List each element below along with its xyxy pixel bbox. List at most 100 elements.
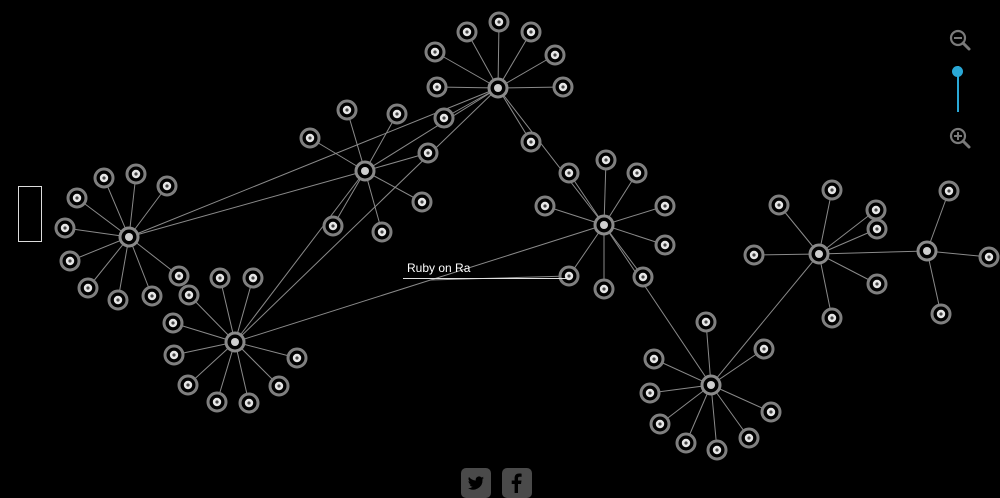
graph-node-A-3[interactable]	[156, 175, 178, 197]
zoom-slider-track[interactable]	[957, 66, 959, 112]
facebook-share-button[interactable]	[502, 468, 532, 498]
graph-node-A-2[interactable]	[125, 163, 147, 185]
graph-node-G-1[interactable]	[821, 179, 843, 201]
leaf-edge-H-2	[926, 250, 942, 315]
graph-node-E-8[interactable]	[268, 375, 290, 397]
graph-node-G-6[interactable]	[821, 307, 843, 329]
graph-node-F-4[interactable]	[649, 413, 671, 435]
graph-node-A-7[interactable]	[107, 289, 129, 311]
graph-node-F-5[interactable]	[675, 432, 697, 454]
graph-node-H-2[interactable]	[930, 303, 952, 325]
leaf-edge-A-7	[117, 236, 130, 301]
graph-node-A-0[interactable]	[66, 187, 88, 209]
graph-node-F-7[interactable]	[738, 427, 760, 449]
graph-node-D-1[interactable]	[595, 149, 617, 171]
graph-node-B-3[interactable]	[417, 142, 439, 164]
graph-node-A-4[interactable]	[54, 217, 76, 239]
graph-node-F-2[interactable]	[643, 348, 665, 370]
graph-node-F-0[interactable]	[695, 311, 717, 333]
graph-node-E-7[interactable]	[238, 392, 260, 414]
graph-node-D-0[interactable]	[558, 162, 580, 184]
graph-hub-node-B[interactable]	[354, 160, 376, 182]
graph-node-E-0[interactable]	[178, 284, 200, 306]
leaf-edge-A-4	[64, 227, 130, 238]
graph-node-D-3[interactable]	[654, 195, 676, 217]
leaf-edge-C-5	[497, 86, 564, 89]
graph-node-C-8[interactable]	[520, 131, 542, 153]
zoom-in-icon[interactable]	[948, 126, 972, 150]
graph-node-C-3[interactable]	[520, 21, 542, 43]
graph-node-C-5[interactable]	[552, 76, 574, 98]
graph-node-G-4[interactable]	[743, 244, 765, 266]
graph-hub-node-F[interactable]	[700, 374, 722, 396]
graph-node-E-9[interactable]	[286, 347, 308, 369]
graph-node-D-5[interactable]	[632, 266, 654, 288]
graph-node-A-6[interactable]	[77, 277, 99, 299]
leaf-edge-A-3	[128, 185, 168, 238]
leaf-edge-A-8	[128, 236, 153, 297]
graph-node-C-1[interactable]	[456, 21, 478, 43]
zoom-slider-handle[interactable]	[952, 66, 963, 77]
leaf-edge-A-1	[103, 177, 130, 238]
graph-node-F-1[interactable]	[753, 338, 775, 360]
graph-node-D-2[interactable]	[626, 162, 648, 184]
leaf-edge-E-1	[219, 277, 236, 343]
graph-node-F-8[interactable]	[760, 401, 782, 423]
graph-node-A-8[interactable]	[141, 285, 163, 307]
leaf-edge-F-0	[705, 321, 712, 386]
leaf-edge-G-2	[818, 209, 877, 255]
graph-node-F-3[interactable]	[639, 382, 661, 404]
zoom-out-icon[interactable]	[948, 28, 972, 52]
leaf-edge-G-3	[818, 228, 878, 255]
leaf-edge-G-1	[818, 189, 833, 255]
graph-node-D-8[interactable]	[534, 195, 556, 217]
graph-node-C-7[interactable]	[433, 107, 455, 129]
graph-node-C-2[interactable]	[488, 11, 510, 33]
graph-hub-node-C[interactable]	[487, 77, 509, 99]
hub-edge-D-E	[234, 224, 605, 343]
graph-node-C-6[interactable]	[426, 76, 448, 98]
graph-node-B-6[interactable]	[322, 215, 344, 237]
leaf-edge-B-4	[364, 170, 423, 203]
graph-hub-node-H[interactable]	[916, 240, 938, 262]
graph-hub-node-D[interactable]	[593, 214, 615, 236]
leaf-edge-E-5	[187, 341, 236, 386]
leaf-edge-B-6	[332, 170, 366, 227]
graph-node-B-1[interactable]	[336, 99, 358, 121]
graph-node-E-2[interactable]	[242, 267, 264, 289]
hub-edge-D-F	[603, 224, 712, 386]
graph-node-C-4[interactable]	[544, 44, 566, 66]
graph-node-H-0[interactable]	[938, 180, 960, 202]
graph-node-C-0[interactable]	[424, 41, 446, 63]
graph-node-F-6[interactable]	[706, 439, 728, 461]
graph-node-G-5[interactable]	[866, 273, 888, 295]
graph-node-G-3[interactable]	[866, 218, 888, 240]
graph-node-A-5[interactable]	[59, 250, 81, 272]
graph-node-G-0[interactable]	[768, 194, 790, 216]
graph-node-D-6[interactable]	[593, 278, 615, 300]
graph-node-B-5[interactable]	[371, 221, 393, 243]
graph-hub-node-A[interactable]	[118, 226, 140, 248]
zoom-control[interactable]	[942, 28, 978, 158]
leaf-edge-E-0	[188, 294, 236, 343]
graph-node-B-0[interactable]	[299, 127, 321, 149]
graph-hub-node-G[interactable]	[808, 243, 830, 265]
graph-node-E-1[interactable]	[209, 267, 231, 289]
twitter-share-button[interactable]	[461, 468, 491, 498]
graph-hub-node-E[interactable]	[224, 331, 246, 353]
graph-node-B-4[interactable]	[411, 191, 433, 213]
graph-node-E-6[interactable]	[206, 391, 228, 413]
leaf-edge-F-1	[710, 348, 765, 386]
graph-node-A-1[interactable]	[93, 167, 115, 189]
graph-node-G-2[interactable]	[865, 199, 887, 221]
graph-node-H-1[interactable]	[978, 246, 1000, 268]
graph-node-B-2[interactable]	[386, 103, 408, 125]
graph-node-E-3[interactable]	[162, 312, 184, 334]
graph-node-D-4[interactable]	[654, 234, 676, 256]
graph-node-E-4[interactable]	[163, 344, 185, 366]
graph-node-A-9[interactable]	[168, 265, 190, 287]
side-panel-toggle[interactable]	[18, 186, 42, 242]
graph-node-E-5[interactable]	[177, 374, 199, 396]
leaf-edge-D-1	[603, 159, 607, 226]
